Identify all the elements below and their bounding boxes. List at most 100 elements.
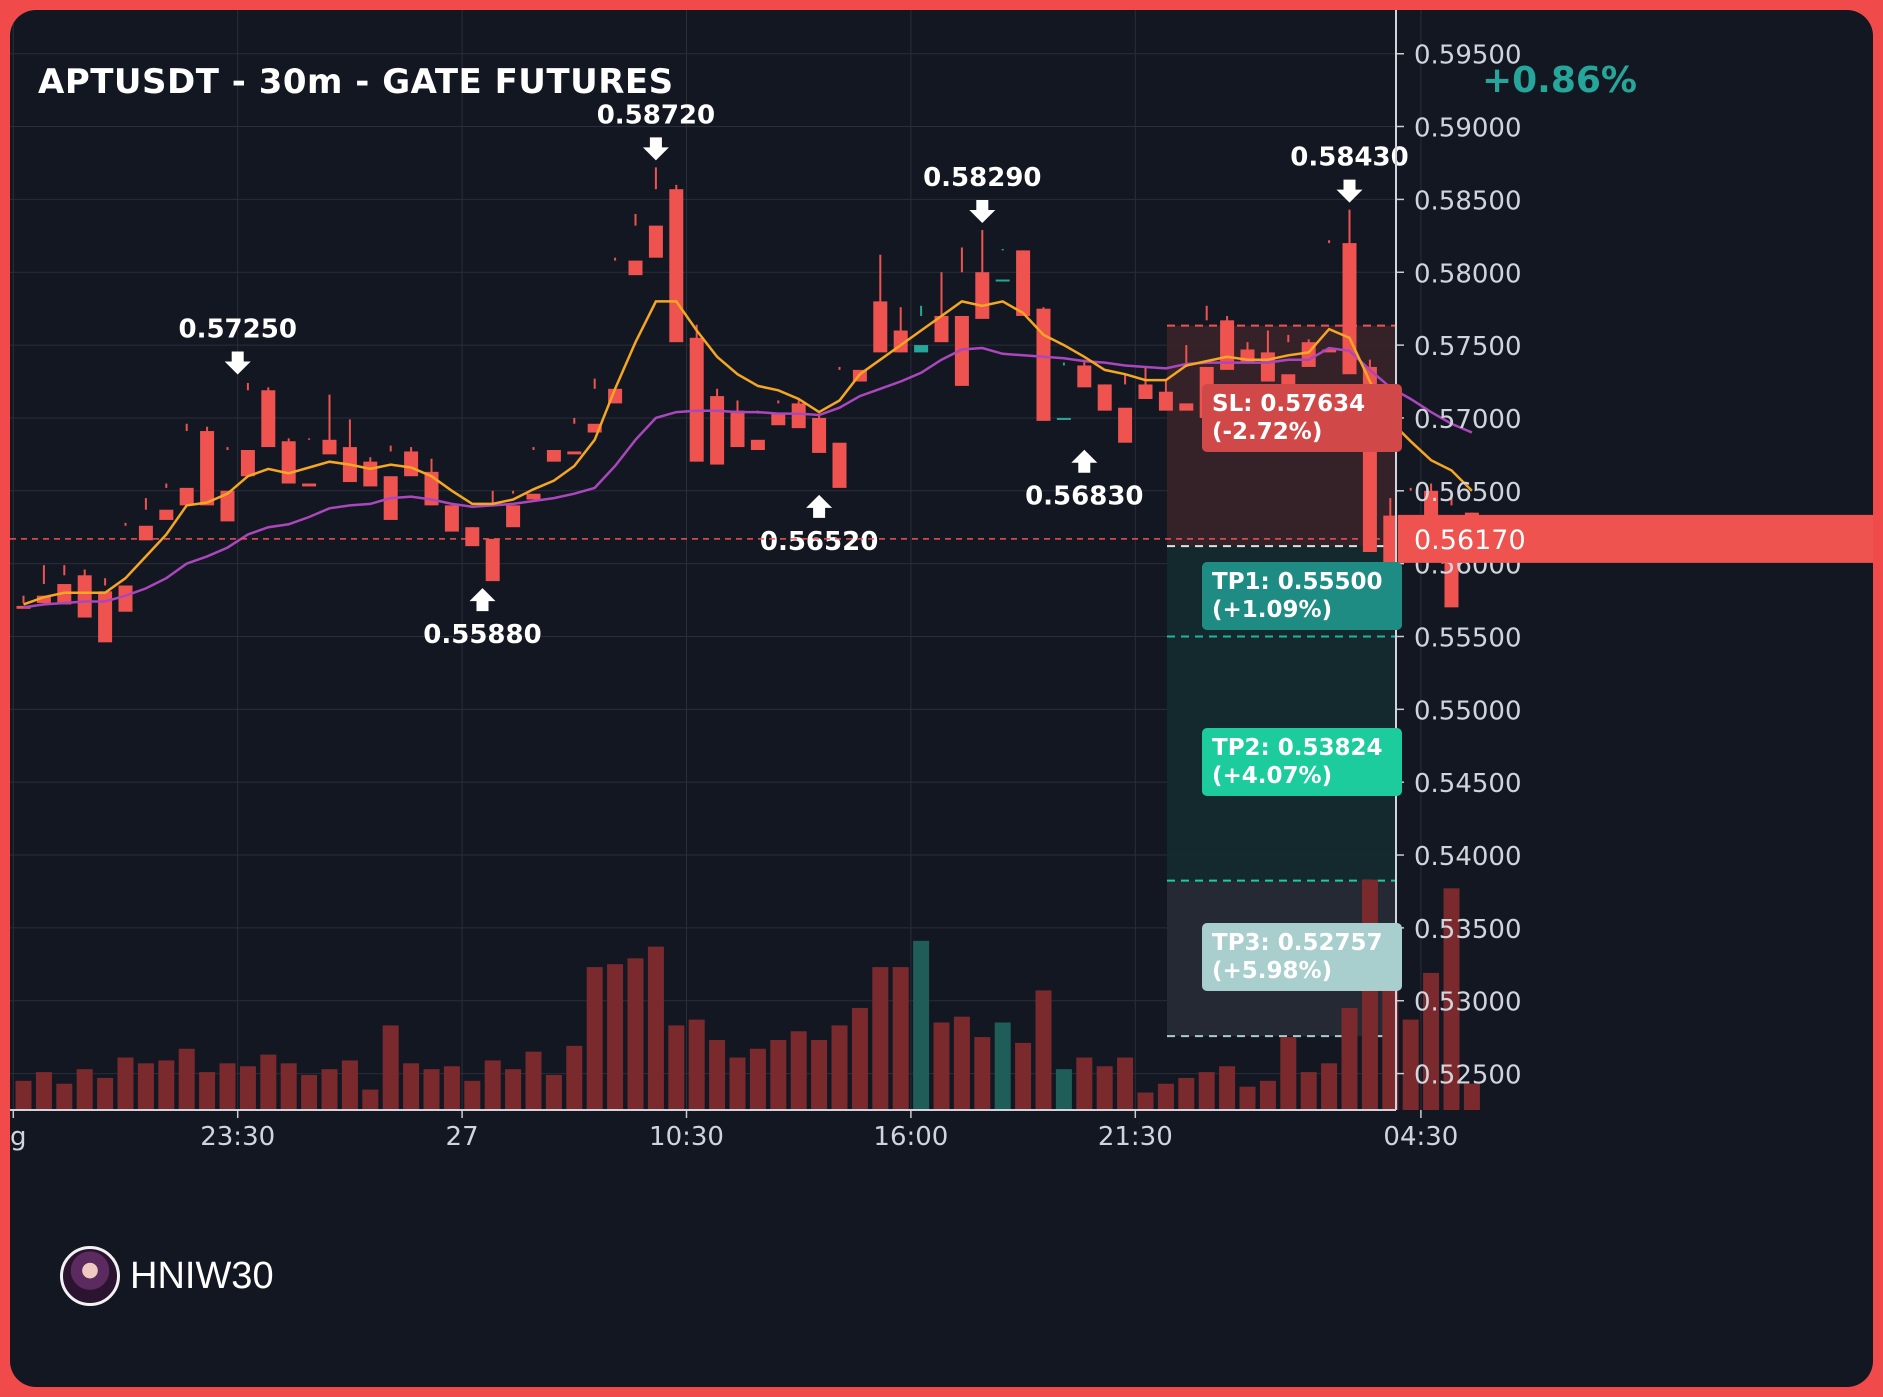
annotation-high: 0.58430 (1290, 143, 1408, 173)
annotation-arrow-down (224, 351, 251, 375)
candle-body (322, 439, 337, 455)
volume-bar (974, 1037, 991, 1110)
volume-bar (301, 1075, 318, 1110)
candle-body (1158, 391, 1173, 411)
x-tick-label: 23:30 (200, 1122, 275, 1152)
volume-bar (1035, 990, 1052, 1110)
candle-body (485, 538, 500, 582)
candle-body (954, 315, 969, 386)
candle-body (546, 450, 561, 462)
volume-bar (280, 1063, 297, 1110)
y-tick-label: 0.53500 (1414, 915, 1522, 945)
candle-body (648, 225, 663, 258)
tp2-label-text: TP2: 0.53824 (1212, 734, 1383, 761)
candle-body (200, 431, 215, 506)
candle-body (444, 505, 459, 532)
candle-body (526, 493, 541, 500)
volume-bar (831, 1025, 848, 1110)
candle-body (710, 396, 725, 465)
volume-bar (97, 1077, 114, 1110)
x-tick-label: 16:00 (873, 1122, 948, 1152)
volume-bar (709, 1040, 726, 1110)
volume-bar (586, 967, 603, 1110)
y-tick-label: 0.54500 (1414, 769, 1522, 799)
price-chart[interactable]: 0.57250 0.58720 0.58290 0.58430 0.55880 0.565… (10, 10, 1873, 1387)
volume-bar (688, 1019, 705, 1110)
volume-bar (260, 1054, 277, 1110)
volume-bar (1157, 1083, 1174, 1110)
volume-bar (484, 1060, 501, 1110)
candle-body (220, 490, 235, 522)
volume-bar (1015, 1042, 1032, 1110)
candle-body (771, 413, 786, 426)
annotation-arrow-up (806, 494, 833, 518)
candle-body (1016, 250, 1031, 316)
volume-bar (1137, 1092, 1154, 1110)
candle-body (934, 315, 949, 343)
y-tick-label: 0.58000 (1414, 259, 1522, 289)
x-tick-label: 27 (446, 1122, 479, 1152)
volume-bar (1463, 1083, 1480, 1110)
y-tick-label: 0.52500 (1414, 1061, 1522, 1091)
volume-bar (1280, 1037, 1297, 1110)
volume-bar (749, 1048, 766, 1110)
volume-bar (137, 1063, 154, 1110)
candles (16, 167, 1479, 643)
candle-body (159, 509, 174, 520)
tp1-label-pct: (+1.09%) (1212, 596, 1333, 623)
volume-bar (1198, 1072, 1215, 1110)
candle-body (567, 451, 582, 455)
tp3-label-pct: (+5.98%) (1212, 958, 1333, 985)
volume-bar (321, 1069, 338, 1110)
volume-bar (423, 1069, 440, 1110)
volume-bar (770, 1040, 787, 1110)
volume-bar (933, 1022, 950, 1110)
candle-body (506, 505, 521, 528)
candle-body (689, 337, 704, 462)
volume-bar (362, 1089, 379, 1110)
candle-body (281, 441, 296, 484)
y-tick-label: 0.57500 (1414, 332, 1522, 362)
annotation-arrow-down (642, 137, 669, 161)
volume-bar (219, 1063, 236, 1110)
candle-body (138, 525, 153, 541)
y-tick-label: 0.54000 (1414, 842, 1522, 872)
volume-bar (15, 1080, 32, 1110)
candle-body (628, 260, 643, 276)
candle-body (261, 390, 276, 448)
candle-body (1342, 243, 1357, 375)
volume-bar (1259, 1080, 1276, 1110)
volume-bar (178, 1048, 195, 1110)
candle-body (118, 585, 133, 612)
avatar-icon (60, 1246, 120, 1306)
volume-bar (1361, 879, 1378, 1110)
last-price-label: 0.56170 (1414, 525, 1526, 556)
chart-title: APTUSDT - 30m - GATE FUTURES (38, 62, 674, 102)
moving-averages (23, 300, 1473, 609)
volume-bar (403, 1063, 420, 1110)
volume-bar (1443, 888, 1460, 1110)
annotation-high: 0.58290 (923, 163, 1041, 193)
axes: 0.59500 0.59000 0.58500 0.58000 0.57500 0.570… (10, 10, 1873, 1152)
tp1-label: TP1: 0.55500 (+1.09%) (1202, 561, 1402, 630)
volume-bar (35, 1072, 52, 1110)
y-tick-label: 0.56500 (1414, 478, 1522, 508)
annotation-arrow-up (469, 588, 496, 612)
price-annotations: 0.57250 0.58720 0.58290 0.58430 0.55880 0.565… (178, 100, 1408, 650)
volume-bar (1096, 1066, 1113, 1110)
annotation-high: 0.57250 (178, 315, 296, 345)
watermark-text: HNIW30 (130, 1254, 274, 1297)
y-tick-label: 0.59500 (1414, 41, 1522, 71)
x-tick-label: 04:30 (1383, 1122, 1458, 1152)
candle-body (791, 403, 806, 429)
candle-body (832, 442, 847, 488)
volume-bar (1239, 1086, 1256, 1110)
volume-bar (545, 1075, 562, 1110)
candle-body (77, 575, 92, 618)
x-tick-label: 21:30 (1098, 1122, 1173, 1152)
volume-bar (913, 940, 930, 1110)
volume-bar (1321, 1063, 1338, 1110)
sl-label-pct: (-2.72%) (1212, 418, 1323, 445)
annotation-arrow-up (1071, 449, 1098, 473)
candle-body (465, 527, 480, 547)
